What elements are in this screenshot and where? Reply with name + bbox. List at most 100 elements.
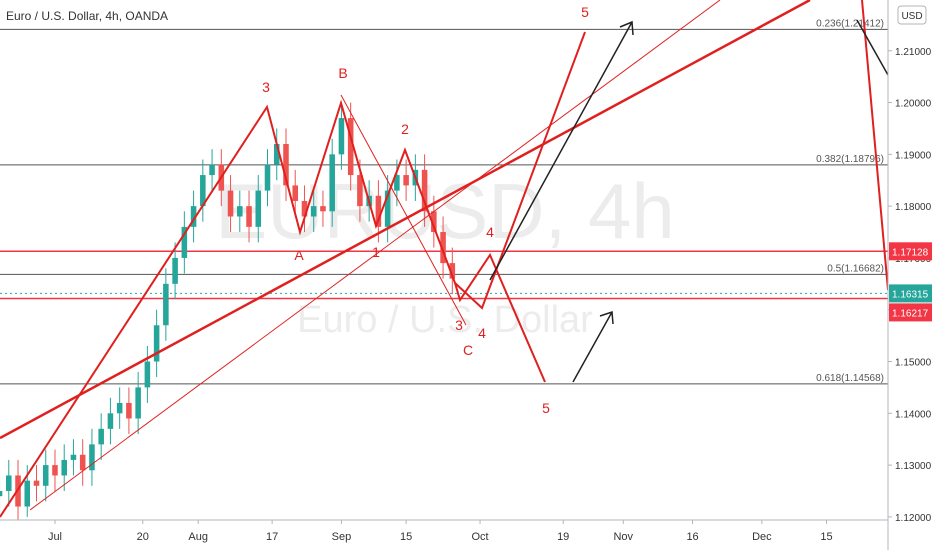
x-tick-label: Jul <box>48 531 62 543</box>
candle-body <box>384 190 391 227</box>
x-tick-label: Aug <box>188 531 208 543</box>
price-badge <box>889 284 932 303</box>
fib-label: 0.618(1.14568) <box>816 373 884 384</box>
x-tick-label: 17 <box>266 531 278 543</box>
y-tick-label: 1.20000 <box>895 99 932 110</box>
candle-body <box>200 175 206 207</box>
candle-body <box>190 206 197 227</box>
arrow-head <box>599 310 614 325</box>
candle-body <box>107 413 114 429</box>
symbol-header: Euro / U.S. Dollar, 4h, OANDA <box>6 9 168 23</box>
price-badge <box>889 303 932 322</box>
price-badge <box>889 242 932 261</box>
candle-body <box>172 257 178 284</box>
wave-label: 4 <box>486 224 494 240</box>
wave-label: 3 <box>455 317 463 333</box>
fib-label: 0.5(1.16682) <box>827 263 884 274</box>
x-tick-label: 16 <box>686 531 698 543</box>
wave-labels: 3 B 2 A 1 4 3 4 C 5 5 <box>262 4 589 416</box>
arrow <box>489 21 633 281</box>
candle-body <box>338 118 345 155</box>
wave-label: 2 <box>401 121 409 137</box>
currency[interactable]: USD <box>901 11 922 22</box>
wave-label: 5 <box>542 400 550 416</box>
wave-label: B <box>338 65 347 81</box>
wave-label: 5 <box>581 4 589 20</box>
x-tick-label: 15 <box>400 531 412 543</box>
candle-body <box>61 459 67 476</box>
wave-path <box>0 31 586 518</box>
candle-body <box>89 444 95 471</box>
abc-line <box>340 94 467 326</box>
channel-line <box>29 0 721 511</box>
candle-body <box>153 325 160 362</box>
fib-label: 0.382(1.18796) <box>816 154 884 165</box>
watermark-subtitle: Euro / U.S. Dollar <box>297 299 593 341</box>
candle-body <box>310 206 317 217</box>
y-tick-label: 1.19000 <box>895 150 932 161</box>
candle-body <box>246 206 252 227</box>
candle-body <box>440 232 446 264</box>
black-line <box>856 19 889 76</box>
x-tick-label: Oct <box>471 531 488 543</box>
x-tick-label: Dec <box>752 531 772 543</box>
candle-body <box>6 475 12 491</box>
candle-body <box>431 211 437 233</box>
y-tick-label: 1.21000 <box>895 47 932 58</box>
candle-body <box>33 480 40 486</box>
candle-body <box>135 387 141 419</box>
price-badge-label: 1.16315 <box>892 289 929 300</box>
time-axis-panel <box>0 520 888 550</box>
candle-body <box>209 164 215 176</box>
wave-label: A <box>294 247 304 263</box>
candle-body <box>329 154 335 212</box>
candle-body <box>264 164 271 191</box>
wave-label: 4 <box>478 325 486 341</box>
candle-body <box>0 490 3 497</box>
candle-body <box>98 428 104 445</box>
y-tick-label: 1.12000 <box>895 513 932 524</box>
candle-body <box>449 263 456 279</box>
candle-body <box>227 190 234 217</box>
wave-label: 3 <box>262 79 270 95</box>
candle-body <box>421 169 428 212</box>
x-tick-label: 20 <box>137 531 149 543</box>
x-tick-label: 19 <box>557 531 569 543</box>
candle-body <box>301 200 308 217</box>
trendline <box>0 0 811 440</box>
y-tick-label: 1.18000 <box>895 202 932 213</box>
x-tick-label: Nov <box>613 531 633 543</box>
candle-body <box>273 143 280 165</box>
candle-body <box>42 465 49 486</box>
candle-body <box>292 185 299 201</box>
candle-body <box>24 480 31 507</box>
candle-body <box>70 454 77 460</box>
price-axis-panel <box>888 0 932 550</box>
wave-path-alt <box>454 252 546 383</box>
arrow-head <box>619 20 634 36</box>
candle-body <box>144 361 151 388</box>
wave-label: 1 <box>372 244 380 260</box>
candle-body <box>320 206 326 212</box>
candle-body <box>347 118 354 176</box>
candle-body <box>116 402 123 414</box>
candle-body <box>181 226 188 258</box>
arrow <box>572 311 613 383</box>
wave-label: C <box>463 342 473 358</box>
candle-body <box>394 175 400 191</box>
y-tick-label: 1.13000 <box>895 461 932 472</box>
x-tick-label: Sep <box>332 531 352 543</box>
axes: 1.120001.130001.140001.150001.160001.170… <box>48 47 932 543</box>
drawings <box>0 0 889 518</box>
candle-body <box>283 143 289 186</box>
fib-label: 0.236(1.21412) <box>816 18 884 29</box>
candle-body <box>237 206 243 217</box>
candle-body <box>357 175 363 207</box>
y-tick-label: 1.14000 <box>895 409 932 420</box>
candle-body <box>126 402 132 419</box>
candle-body <box>403 175 409 186</box>
currency-box[interactable] <box>897 5 927 25</box>
price-badge-label: 1.17128 <box>892 247 929 258</box>
